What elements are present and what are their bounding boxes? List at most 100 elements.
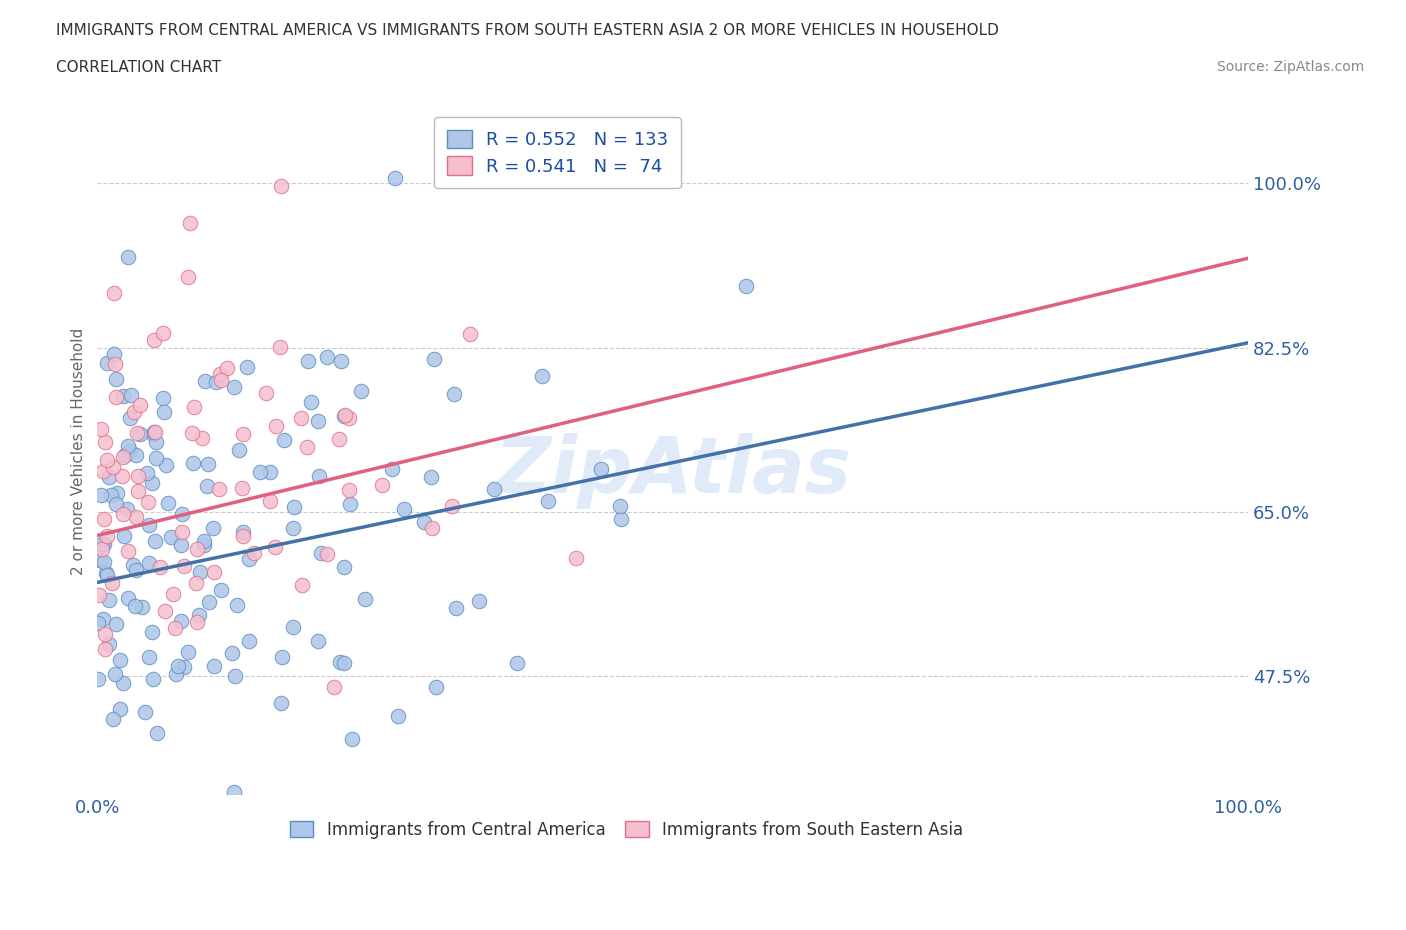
Point xyxy=(193,534,215,549)
Point xyxy=(138,518,160,533)
Point xyxy=(209,582,232,597)
Point xyxy=(197,457,219,472)
Point xyxy=(170,507,193,522)
Point xyxy=(299,394,322,409)
Point xyxy=(96,355,118,370)
Point xyxy=(127,426,149,441)
Point xyxy=(506,656,529,671)
Point xyxy=(254,385,277,400)
Point xyxy=(122,405,145,419)
Point xyxy=(209,367,232,382)
Point xyxy=(202,565,225,579)
Point xyxy=(328,432,350,447)
Point xyxy=(94,434,117,449)
Point xyxy=(98,637,121,652)
Point xyxy=(290,410,312,425)
Point xyxy=(111,449,134,464)
Point xyxy=(209,372,232,387)
Point xyxy=(117,501,139,516)
Point xyxy=(125,447,148,462)
Point xyxy=(165,620,187,635)
Point xyxy=(101,711,124,726)
Point xyxy=(281,521,304,536)
Point xyxy=(105,390,128,405)
Point xyxy=(291,578,314,592)
Point xyxy=(536,494,558,509)
Point xyxy=(307,633,329,648)
Point xyxy=(142,427,165,442)
Point xyxy=(337,411,360,426)
Point xyxy=(112,529,135,544)
Point xyxy=(117,249,139,264)
Point xyxy=(371,478,394,493)
Point xyxy=(103,459,125,474)
Point xyxy=(105,865,128,880)
Point xyxy=(141,475,163,490)
Point xyxy=(87,671,110,686)
Point xyxy=(191,431,214,445)
Point xyxy=(136,494,159,509)
Point xyxy=(531,368,554,383)
Point xyxy=(153,604,176,618)
Point xyxy=(181,425,204,440)
Point xyxy=(236,359,259,374)
Point xyxy=(610,512,633,526)
Point xyxy=(269,339,291,354)
Point xyxy=(103,286,125,300)
Point xyxy=(283,499,305,514)
Point xyxy=(104,496,127,511)
Point xyxy=(93,463,115,478)
Point xyxy=(124,510,146,525)
Point xyxy=(238,633,260,648)
Point xyxy=(156,496,179,511)
Point xyxy=(170,538,193,552)
Point xyxy=(100,487,122,502)
Point xyxy=(89,552,111,567)
Point xyxy=(145,425,167,440)
Point xyxy=(188,565,211,579)
Point xyxy=(353,591,375,606)
Point xyxy=(443,386,465,401)
Point xyxy=(333,560,356,575)
Point xyxy=(441,498,464,513)
Point xyxy=(202,521,225,536)
Point xyxy=(118,410,141,425)
Point xyxy=(177,269,200,284)
Point xyxy=(208,481,231,496)
Point xyxy=(425,680,447,695)
Point xyxy=(93,512,115,526)
Point xyxy=(228,443,250,458)
Point xyxy=(160,529,183,544)
Point xyxy=(308,469,330,484)
Point xyxy=(122,558,145,573)
Point xyxy=(232,426,254,441)
Point xyxy=(145,434,167,449)
Point xyxy=(329,654,352,669)
Point xyxy=(105,617,128,631)
Point xyxy=(316,547,339,562)
Point xyxy=(420,469,443,484)
Point xyxy=(155,458,177,472)
Point xyxy=(273,432,295,447)
Point xyxy=(152,326,174,340)
Point xyxy=(129,427,152,442)
Point xyxy=(249,464,271,479)
Point xyxy=(392,502,415,517)
Point xyxy=(145,450,167,465)
Point xyxy=(384,171,406,186)
Point xyxy=(259,465,281,480)
Point xyxy=(135,466,157,481)
Point xyxy=(217,360,239,375)
Point xyxy=(609,498,631,513)
Text: ZipAtlas: ZipAtlas xyxy=(494,433,851,510)
Point xyxy=(127,484,149,498)
Point xyxy=(105,485,128,500)
Point xyxy=(264,418,287,433)
Point xyxy=(120,444,142,458)
Point xyxy=(179,216,201,231)
Point xyxy=(91,541,114,556)
Point xyxy=(197,594,219,609)
Point xyxy=(152,391,174,405)
Point xyxy=(332,656,354,671)
Point xyxy=(111,469,134,484)
